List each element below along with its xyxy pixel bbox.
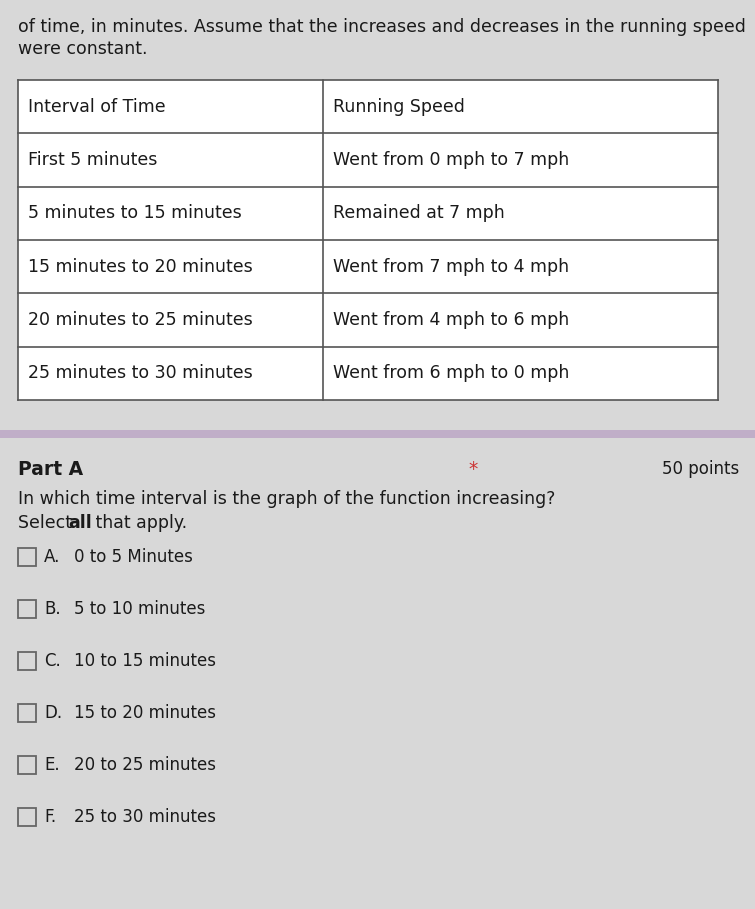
Bar — [18, 600, 36, 618]
Bar — [18, 80, 718, 400]
Text: E.: E. — [44, 756, 60, 774]
Text: of time, in minutes. Assume that the increases and decreases in the running spee: of time, in minutes. Assume that the inc… — [18, 18, 746, 36]
Bar — [18, 756, 36, 774]
Text: Part A: Part A — [18, 460, 83, 479]
Text: B.: B. — [44, 600, 60, 618]
Text: Went from 7 mph to 4 mph: Went from 7 mph to 4 mph — [333, 257, 569, 275]
Text: 15 to 20 minutes: 15 to 20 minutes — [74, 704, 216, 722]
Text: 15 minutes to 20 minutes: 15 minutes to 20 minutes — [28, 257, 253, 275]
Bar — [18, 704, 36, 722]
Bar — [18, 652, 36, 670]
Text: D.: D. — [44, 704, 62, 722]
Text: Running Speed: Running Speed — [333, 97, 465, 115]
Text: 5 minutes to 15 minutes: 5 minutes to 15 minutes — [28, 205, 242, 223]
Text: In which time interval is the graph of the function increasing?: In which time interval is the graph of t… — [18, 490, 556, 508]
Bar — [0, 0, 755, 430]
Text: Went from 4 mph to 6 mph: Went from 4 mph to 6 mph — [333, 311, 569, 329]
Bar — [0, 438, 755, 909]
Text: Went from 0 mph to 7 mph: Went from 0 mph to 7 mph — [333, 151, 569, 169]
Text: 25 to 30 minutes: 25 to 30 minutes — [74, 808, 216, 826]
Text: Remained at 7 mph: Remained at 7 mph — [333, 205, 505, 223]
Text: F.: F. — [44, 808, 56, 826]
Text: all: all — [68, 514, 92, 532]
Text: Interval of Time: Interval of Time — [28, 97, 165, 115]
Text: 10 to 15 minutes: 10 to 15 minutes — [74, 652, 216, 670]
Text: 20 to 25 minutes: 20 to 25 minutes — [74, 756, 216, 774]
Text: Went from 6 mph to 0 mph: Went from 6 mph to 0 mph — [333, 365, 569, 383]
Bar — [18, 548, 36, 566]
Text: 5 to 10 minutes: 5 to 10 minutes — [74, 600, 205, 618]
Text: C.: C. — [44, 652, 60, 670]
Text: First 5 minutes: First 5 minutes — [28, 151, 157, 169]
Text: were constant.: were constant. — [18, 40, 147, 58]
Text: 20 minutes to 25 minutes: 20 minutes to 25 minutes — [28, 311, 253, 329]
Bar — [18, 808, 36, 826]
Text: A.: A. — [44, 548, 60, 566]
Text: *: * — [468, 460, 477, 479]
Text: 50 points: 50 points — [661, 460, 739, 478]
Text: 25 minutes to 30 minutes: 25 minutes to 30 minutes — [28, 365, 253, 383]
Text: that apply.: that apply. — [90, 514, 187, 532]
Text: Select: Select — [18, 514, 78, 532]
Text: 0 to 5 Minutes: 0 to 5 Minutes — [74, 548, 193, 566]
Bar — [0, 430, 755, 438]
